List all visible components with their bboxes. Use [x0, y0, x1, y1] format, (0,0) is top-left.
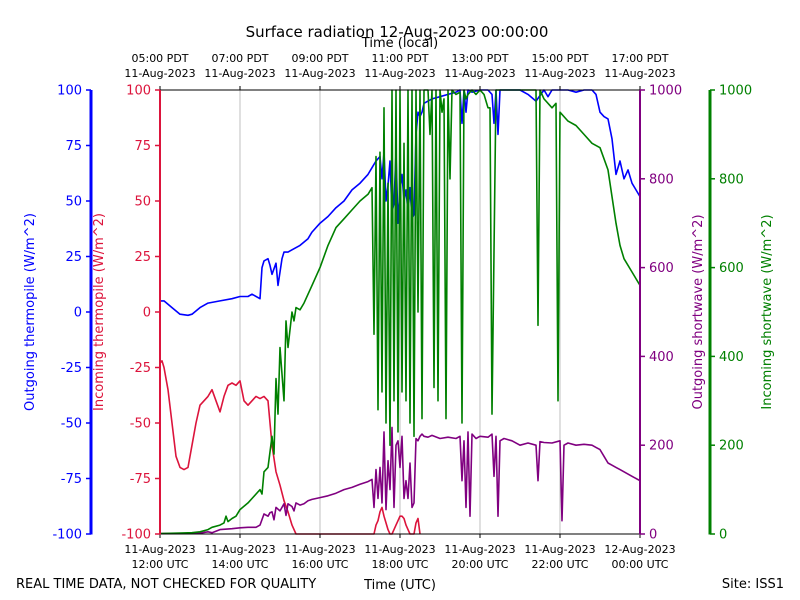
outgoing-shortwave-tick-label: 200 [649, 439, 674, 454]
x-tick-label-date: 11-Aug-2023 [284, 543, 355, 556]
outgoing-thermopile-tick-label: -100 [52, 528, 82, 543]
incoming-thermopile-tick-label: -25 [130, 361, 151, 376]
outgoing-thermopile-tick-label: -25 [61, 361, 82, 376]
x-tick-label-local-time: 07:00 PDT [211, 52, 268, 65]
incoming-thermopile-tick-label: -100 [121, 528, 151, 543]
x-tick-label-local-time: 11:00 PDT [371, 52, 428, 65]
incoming-shortwave-tick-label: 200 [719, 439, 744, 454]
x-tick-label-local-date: 11-Aug-2023 [604, 67, 675, 80]
incoming-shortwave-tick-label: 0 [719, 528, 727, 543]
incoming-thermopile-axis-label: Incoming thermopile (W/m^2) [92, 213, 107, 411]
x-tick-label-date: 12-Aug-2023 [604, 543, 675, 556]
x-tick-label-date: 11-Aug-2023 [204, 543, 275, 556]
incoming-thermopile-tick-label: 25 [134, 250, 151, 265]
x-tick-label-local-time: 05:00 PDT [131, 52, 188, 65]
x-tick-label-local-date: 11-Aug-2023 [364, 67, 435, 80]
x-tick-label-local-time: 13:00 PDT [451, 52, 508, 65]
x-tick-label-time: 12:00 UTC [131, 558, 188, 571]
x-tick-label-time: 14:00 UTC [211, 558, 268, 571]
incoming-thermopile-tick-label: 75 [134, 139, 151, 154]
chart-title: Surface radiation 12-Aug-2023 00:00:00 [246, 23, 549, 41]
x-tick-label-date: 11-Aug-2023 [444, 543, 515, 556]
outgoing-shortwave-tick-label: 800 [649, 172, 674, 187]
incoming-thermopile-tick-label: -50 [130, 417, 151, 432]
top-axis-label: Time (local) [361, 36, 438, 51]
x-tick-label-date: 11-Aug-2023 [364, 543, 435, 556]
incoming-shortwave-tick-label: 600 [719, 261, 744, 276]
outgoing-shortwave-axis-label: Outgoing shortwave (W/m^2) [691, 214, 706, 409]
incoming-shortwave-tick-label: 400 [719, 350, 744, 365]
x-tick-label-local-time: 15:00 PDT [531, 52, 588, 65]
incoming-thermopile-tick-label: 100 [126, 84, 151, 99]
x-tick-label-time: 00:00 UTC [611, 558, 668, 571]
outgoing-thermopile-tick-label: 100 [57, 84, 82, 99]
x-tick-label-time: 22:00 UTC [531, 558, 588, 571]
outgoing-thermopile-axis-label: Outgoing thermopile (W/m^2) [23, 213, 38, 411]
quality-disclaimer: REAL TIME DATA, NOT CHECKED FOR QUALITY [16, 577, 316, 592]
outgoing-shortwave-tick-label: 1000 [649, 84, 682, 99]
outgoing-shortwave-tick-label: 400 [649, 350, 674, 365]
x-tick-label-local-date: 11-Aug-2023 [524, 67, 595, 80]
x-tick-label-time: 20:00 UTC [451, 558, 508, 571]
series-outgoing-shortwave-line [160, 426, 641, 535]
x-tick-label-local-time: 09:00 PDT [291, 52, 348, 65]
x-tick-label-local-date: 11-Aug-2023 [444, 67, 515, 80]
outgoing-thermopile-tick-label: 50 [65, 195, 82, 210]
x-tick-label-local-date: 11-Aug-2023 [284, 67, 355, 80]
site-label: Site: ISS1 [722, 577, 784, 592]
incoming-thermopile-tick-label: -75 [130, 472, 151, 487]
series-incoming-thermopile-line [159, 359, 421, 535]
axes: 11-Aug-2023 12:00 UTC 05:00 PDT 11-Aug-2023… [23, 52, 775, 571]
x-tick-label-local-date: 11-Aug-2023 [204, 67, 275, 80]
incoming-shortwave-axis-label: Incoming shortwave (W/m^2) [760, 214, 775, 409]
x-tick-label-local-time: 17:00 PDT [611, 52, 668, 65]
x-tick-label-time: 16:00 UTC [291, 558, 348, 571]
outgoing-thermopile-tick-label: -50 [61, 417, 82, 432]
incoming-thermopile-tick-label: 50 [134, 195, 151, 210]
x-tick-label-date: 11-Aug-2023 [524, 543, 595, 556]
x-axis-label: Time (UTC) [363, 578, 436, 593]
outgoing-thermopile-tick-label: 75 [65, 139, 82, 154]
outgoing-thermopile-tick-label: -75 [61, 472, 82, 487]
outgoing-thermopile-tick-label: 25 [65, 250, 82, 265]
outgoing-shortwave-tick-label: 0 [649, 528, 657, 543]
outgoing-shortwave-tick-label: 600 [649, 261, 674, 276]
x-tick-label-date: 11-Aug-2023 [124, 543, 195, 556]
outgoing-thermopile-tick-label: 0 [74, 306, 82, 321]
x-tick-label-time: 18:00 UTC [371, 558, 428, 571]
incoming-shortwave-tick-label: 1000 [719, 84, 752, 99]
incoming-shortwave-tick-label: 800 [719, 172, 744, 187]
incoming-thermopile-tick-label: 0 [143, 306, 151, 321]
x-tick-label-local-date: 11-Aug-2023 [124, 67, 195, 80]
